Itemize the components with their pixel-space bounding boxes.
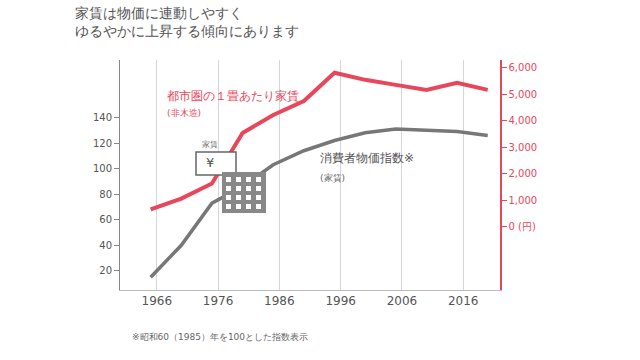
svg-text:2,000: 2,000	[509, 168, 538, 179]
svg-text:40: 40	[99, 240, 112, 251]
svg-text:1996: 1996	[325, 294, 356, 308]
svg-text:20: 20	[99, 265, 112, 276]
svg-text:80: 80	[99, 189, 112, 200]
svg-text:1986: 1986	[264, 294, 295, 308]
svg-text:¥: ¥	[206, 155, 214, 170]
svg-text:140: 140	[93, 112, 112, 123]
svg-text:3,000: 3,000	[509, 142, 538, 153]
svg-text:60: 60	[99, 214, 112, 225]
svg-text:2006: 2006	[387, 294, 418, 308]
svg-text:100: 100	[93, 163, 112, 174]
svg-text:消費者物価指数※: 消費者物価指数※	[320, 151, 414, 165]
svg-text:(家賃): (家賃)	[320, 173, 345, 183]
svg-text:都市圏の１畳あたり家賃: 都市圏の１畳あたり家賃	[167, 89, 299, 103]
svg-text:0 (円): 0 (円)	[509, 221, 536, 232]
svg-text:(非木造): (非木造)	[167, 108, 201, 118]
svg-text:家賃は物価に連動しやすくゆるやかに上昇する傾向にあります: 家賃は物価に連動しやすくゆるやかに上昇する傾向にあります	[75, 5, 299, 39]
svg-text:1,000: 1,000	[509, 195, 538, 206]
svg-text:1966: 1966	[141, 294, 172, 308]
svg-text:2016: 2016	[448, 294, 479, 308]
svg-text:1976: 1976	[203, 294, 234, 308]
svg-text:5,000: 5,000	[509, 89, 538, 100]
svg-text:6,000: 6,000	[509, 62, 538, 73]
svg-text:120: 120	[93, 138, 112, 149]
svg-text:家賃: 家賃	[202, 140, 218, 149]
svg-text:※昭和60（1985）年を100とした指数表示: ※昭和60（1985）年を100とした指数表示	[132, 332, 308, 342]
svg-text:4,000: 4,000	[509, 115, 538, 126]
